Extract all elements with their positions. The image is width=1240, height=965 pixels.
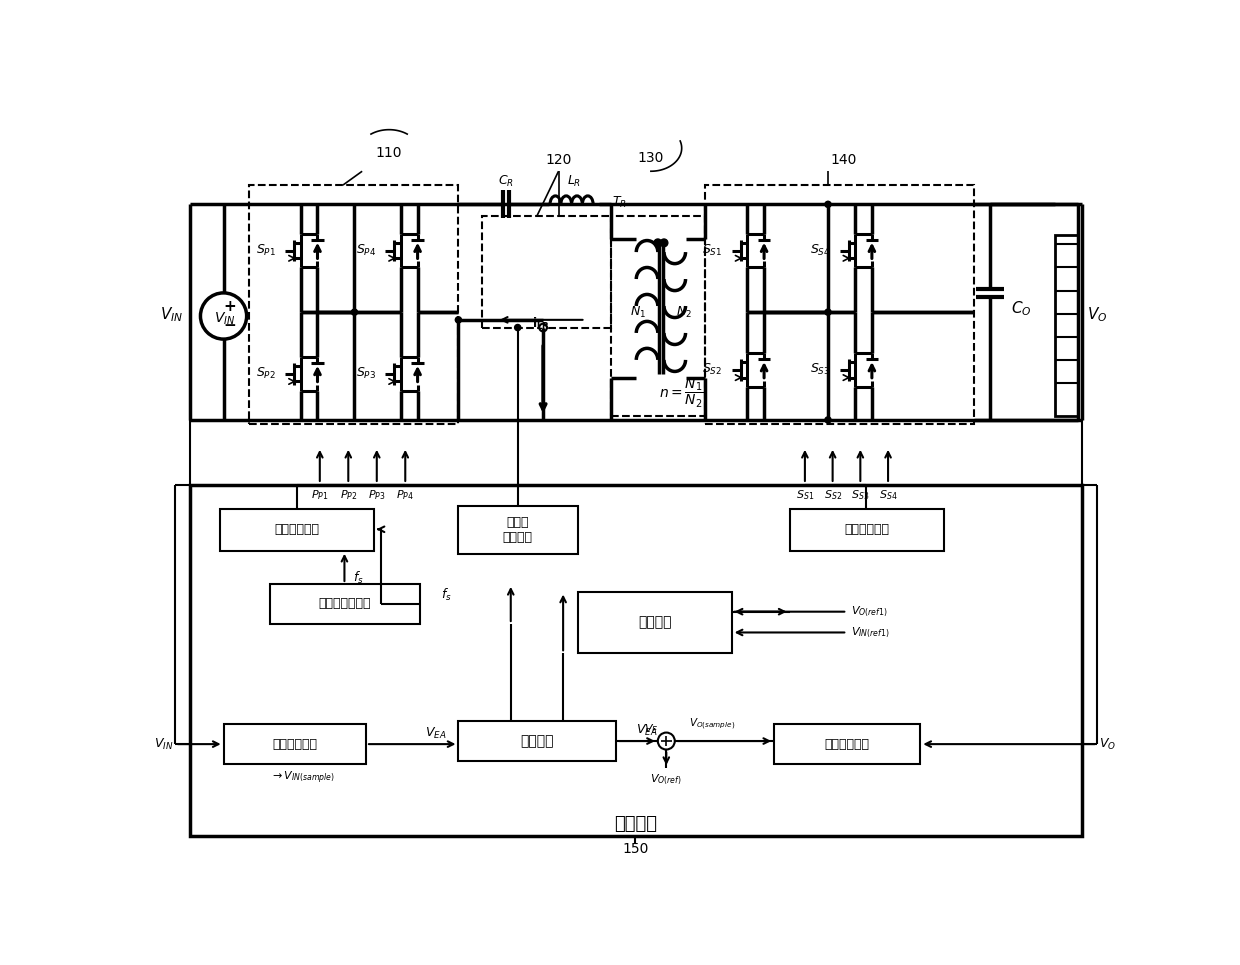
Circle shape <box>658 732 675 750</box>
Text: $V_{EA}$: $V_{EA}$ <box>636 723 657 738</box>
Text: 采样调节电路: 采样调节电路 <box>825 737 869 751</box>
Text: $V_O$: $V_O$ <box>1087 305 1107 324</box>
Text: 130: 130 <box>637 152 665 165</box>
Text: $V_{IN}$: $V_{IN}$ <box>215 311 236 327</box>
Text: $N_1$: $N_1$ <box>630 305 646 319</box>
Text: 控制单元: 控制单元 <box>614 815 657 833</box>
Bar <box>191 485 1083 836</box>
Bar <box>1055 235 1079 416</box>
Text: 控制电路: 控制电路 <box>639 616 672 629</box>
Text: $V_{O(sample)}$: $V_{O(sample)}$ <box>689 716 735 731</box>
Bar <box>481 216 611 327</box>
Text: $N_2$: $N_2$ <box>676 305 692 319</box>
Circle shape <box>515 324 521 331</box>
Bar <box>459 507 578 554</box>
Text: $V_{IN}$: $V_{IN}$ <box>154 736 174 752</box>
Circle shape <box>351 309 357 316</box>
Bar <box>578 592 732 653</box>
Text: $P_{P4}$: $P_{P4}$ <box>397 487 414 502</box>
Circle shape <box>539 323 547 331</box>
Text: $V_{O(ref)}$: $V_{O(ref)}$ <box>650 772 682 786</box>
Text: $S_{P4}$: $S_{P4}$ <box>356 243 376 258</box>
Text: $P_{P1}$: $P_{P1}$ <box>311 487 329 502</box>
Circle shape <box>660 239 668 247</box>
Bar <box>790 509 944 551</box>
Text: 120: 120 <box>546 153 572 168</box>
Bar <box>249 185 459 424</box>
Text: 150: 150 <box>622 841 649 856</box>
Text: $S_{P1}$: $S_{P1}$ <box>255 243 277 258</box>
Text: 副边驱动电路: 副边驱动电路 <box>844 523 889 536</box>
Bar <box>223 724 366 764</box>
Text: 采电流
检测电路: 采电流 检测电路 <box>502 516 533 544</box>
Text: $\rightarrow V_{IN(sample)}$: $\rightarrow V_{IN(sample)}$ <box>269 770 335 786</box>
Text: $S_{S3}$: $S_{S3}$ <box>810 362 831 377</box>
Text: $S_{P3}$: $S_{P3}$ <box>356 366 376 381</box>
Text: $V_{EA}$: $V_{EA}$ <box>424 726 446 741</box>
Bar <box>704 185 975 424</box>
Circle shape <box>653 239 662 247</box>
Circle shape <box>825 309 831 316</box>
Text: $P_{P2}$: $P_{P2}$ <box>340 487 357 502</box>
Bar <box>459 721 616 761</box>
Bar <box>219 509 373 551</box>
Text: $S_{S2}$: $S_{S2}$ <box>823 487 842 502</box>
Text: 原边驱动电路: 原边驱动电路 <box>274 523 319 536</box>
Circle shape <box>455 317 461 323</box>
Text: $S_{S4}$: $S_{S4}$ <box>879 487 898 502</box>
Text: $V_{IN}$: $V_{IN}$ <box>160 305 182 324</box>
Bar <box>774 724 920 764</box>
Text: $V_E$: $V_E$ <box>644 723 658 736</box>
Text: 140: 140 <box>831 153 857 168</box>
Text: $V_O$: $V_O$ <box>1099 736 1116 752</box>
Text: $f_s$: $f_s$ <box>353 569 363 586</box>
Text: $S_{S3}$: $S_{S3}$ <box>851 487 869 502</box>
Text: $S_{S2}$: $S_{S2}$ <box>702 362 723 377</box>
Bar <box>270 584 420 624</box>
Text: $n = \dfrac{N_1}{N_2}$: $n = \dfrac{N_1}{N_2}$ <box>660 376 704 409</box>
Text: 110: 110 <box>376 146 402 160</box>
Text: $P_{P3}$: $P_{P3}$ <box>368 487 386 502</box>
Text: $V_{O(ref1)}$: $V_{O(ref1)}$ <box>851 604 888 619</box>
Text: $S_{S4}$: $S_{S4}$ <box>810 243 831 258</box>
Text: $V_{IN(ref1)}$: $V_{IN(ref1)}$ <box>851 625 890 640</box>
Text: $S_{S1}$: $S_{S1}$ <box>702 243 723 258</box>
Text: $C_O$: $C_O$ <box>1012 299 1032 317</box>
Circle shape <box>825 202 831 207</box>
Bar <box>611 216 704 416</box>
Text: 电压控制震荡器: 电压控制震荡器 <box>319 597 371 611</box>
Circle shape <box>825 417 831 423</box>
Text: $T_R$: $T_R$ <box>613 195 627 209</box>
Text: +: + <box>223 299 236 315</box>
Text: −: − <box>223 317 236 333</box>
Text: $C_R$: $C_R$ <box>498 174 515 189</box>
Text: 控制环路: 控制环路 <box>521 734 554 748</box>
Text: $S_{S1}$: $S_{S1}$ <box>796 487 813 502</box>
Text: $L_R$: $L_R$ <box>567 174 582 189</box>
Text: $f_s$: $f_s$ <box>441 587 453 603</box>
Text: $\mathbf{i_{LR}}$: $\mathbf{i_{LR}}$ <box>532 316 551 332</box>
Text: $S_{P2}$: $S_{P2}$ <box>257 366 277 381</box>
Text: 采样调节电路: 采样调节电路 <box>272 737 317 751</box>
